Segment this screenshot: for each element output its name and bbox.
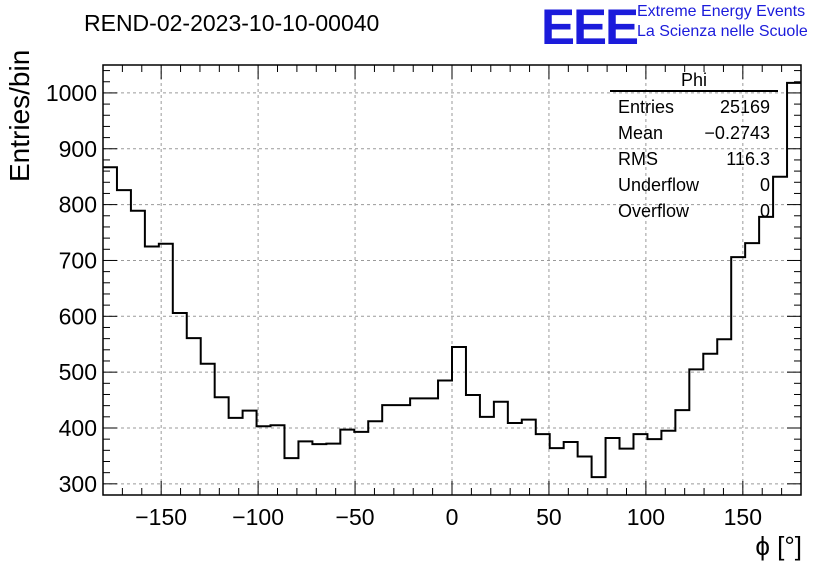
x-tick-label: 100 — [627, 504, 665, 530]
stats-row-mean: Mean −0.2743 — [610, 120, 778, 146]
y-tick-label: 900 — [59, 136, 97, 162]
y-tick-label: 800 — [59, 192, 97, 218]
stats-box: Phi Entries 25169 Mean −0.2743 RMS 116.3… — [610, 70, 778, 224]
stats-value: 0 — [759, 175, 770, 195]
y-tick-label: 500 — [59, 359, 97, 385]
stats-title: Phi — [680, 70, 707, 90]
stats-label: Underflow — [618, 175, 700, 195]
brand-text: Extreme Energy Events La Scienza nelle S… — [637, 2, 808, 42]
chart-title: REND-02-2023-10-10-00040 — [84, 10, 380, 36]
x-tick-label: 50 — [536, 504, 562, 530]
stats-row-underflow: Underflow 0 — [610, 172, 778, 198]
stats-value: 116.3 — [726, 149, 770, 169]
brand-line-2: La Scienza nelle Scuole — [637, 23, 808, 40]
stats-label: Entries — [618, 97, 675, 117]
stats-row-rms: RMS 116.3 — [610, 146, 778, 172]
stats-value: −0.2743 — [704, 123, 770, 143]
y-tick-label: 1000 — [46, 80, 97, 106]
y-axis-label: Entries/bin — [4, 49, 35, 182]
y-tick-label: 300 — [59, 471, 97, 497]
eee-logo: EEE — [541, 0, 639, 55]
brand-line-1: Extreme Energy Events — [637, 3, 806, 20]
x-tick-label: 150 — [724, 504, 762, 530]
y-tick-label: 400 — [59, 415, 97, 441]
x-tick-label: −150 — [135, 504, 187, 530]
stats-value: 0 — [759, 201, 770, 221]
x-axis-label: ϕ [°] — [755, 531, 802, 561]
y-tick-label: 700 — [59, 247, 97, 273]
x-tick-label: −100 — [232, 504, 284, 530]
stats-row-overflow: Overflow 0 — [610, 198, 778, 224]
x-tick-label: 0 — [446, 504, 459, 530]
histogram-outline — [103, 81, 801, 479]
stats-row-entries: Entries 25169 — [610, 94, 778, 120]
stats-divider — [610, 90, 778, 92]
stats-label: Overflow — [618, 201, 690, 221]
x-tick-label: −50 — [336, 504, 375, 530]
stats-label: Mean — [618, 123, 664, 143]
stats-value: 25169 — [719, 97, 770, 117]
plot-frame — [102, 64, 802, 496]
stats-label: RMS — [618, 149, 658, 169]
y-tick-label: 600 — [59, 303, 97, 329]
